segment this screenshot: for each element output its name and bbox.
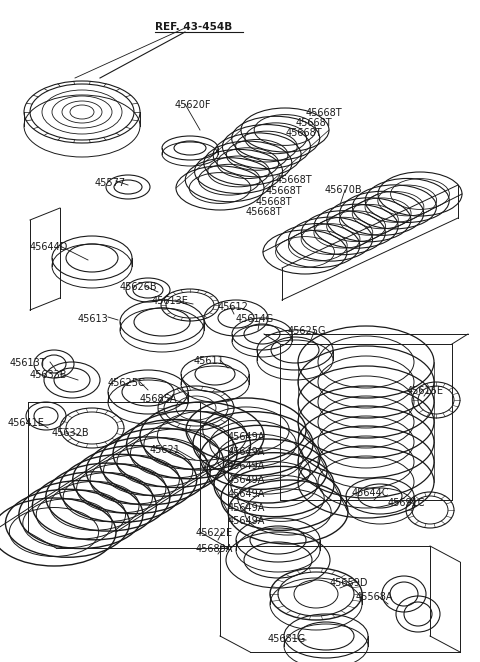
Text: 45633B: 45633B (30, 370, 68, 380)
Text: 45668T: 45668T (246, 207, 283, 217)
Text: 45644C: 45644C (352, 488, 389, 498)
Text: 45659D: 45659D (330, 578, 369, 588)
Text: 45670B: 45670B (325, 185, 362, 195)
Text: 45668T: 45668T (306, 108, 343, 118)
Text: 45641E: 45641E (8, 418, 45, 428)
Text: 45649A: 45649A (228, 432, 265, 442)
Text: 45611: 45611 (194, 356, 225, 366)
Text: 45613: 45613 (78, 314, 109, 324)
Text: 45685A: 45685A (140, 394, 178, 404)
Text: 45568A: 45568A (356, 592, 394, 602)
Text: 45681G: 45681G (268, 634, 306, 644)
Text: 45612: 45612 (218, 302, 249, 312)
Text: 45649A: 45649A (228, 503, 265, 513)
Text: 45689A: 45689A (196, 544, 233, 554)
Text: 45622E: 45622E (196, 528, 233, 538)
Text: 45668T: 45668T (276, 175, 312, 185)
Text: 45621: 45621 (150, 445, 181, 455)
Text: 45691C: 45691C (388, 498, 425, 508)
Text: 45668T: 45668T (296, 118, 333, 128)
Text: 45620F: 45620F (175, 100, 212, 110)
Text: REF. 43-454B: REF. 43-454B (155, 22, 232, 32)
Text: 45668T: 45668T (266, 186, 302, 196)
Text: 45626B: 45626B (120, 282, 157, 292)
Text: 45649A: 45649A (228, 447, 265, 457)
Text: 45615E: 45615E (407, 386, 444, 396)
Text: 45625G: 45625G (288, 326, 326, 336)
Text: 45644D: 45644D (30, 242, 68, 252)
Text: 45577: 45577 (95, 178, 126, 188)
Text: 45632B: 45632B (52, 428, 90, 438)
Text: 45668T: 45668T (256, 197, 293, 207)
Text: 45649A: 45649A (228, 489, 265, 499)
Text: 45649A: 45649A (228, 516, 265, 526)
Text: 45649A: 45649A (228, 461, 265, 471)
Text: 45649A: 45649A (228, 475, 265, 485)
Text: 45613T: 45613T (10, 358, 47, 368)
Text: 45668T: 45668T (286, 128, 323, 138)
Text: 45613E: 45613E (152, 296, 189, 306)
Text: 45625C: 45625C (108, 378, 146, 388)
Text: 45614G: 45614G (236, 314, 274, 324)
